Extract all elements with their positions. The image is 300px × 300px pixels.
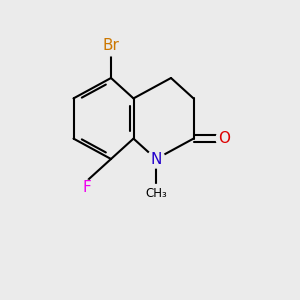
Text: N: N — [150, 152, 162, 166]
Circle shape — [80, 180, 94, 195]
Circle shape — [147, 150, 165, 168]
Text: O: O — [218, 131, 230, 146]
Text: F: F — [82, 180, 91, 195]
Text: CH₃: CH₃ — [145, 187, 167, 200]
Circle shape — [216, 130, 233, 147]
Circle shape — [101, 35, 121, 56]
Circle shape — [147, 184, 165, 202]
Text: Br: Br — [103, 38, 119, 53]
